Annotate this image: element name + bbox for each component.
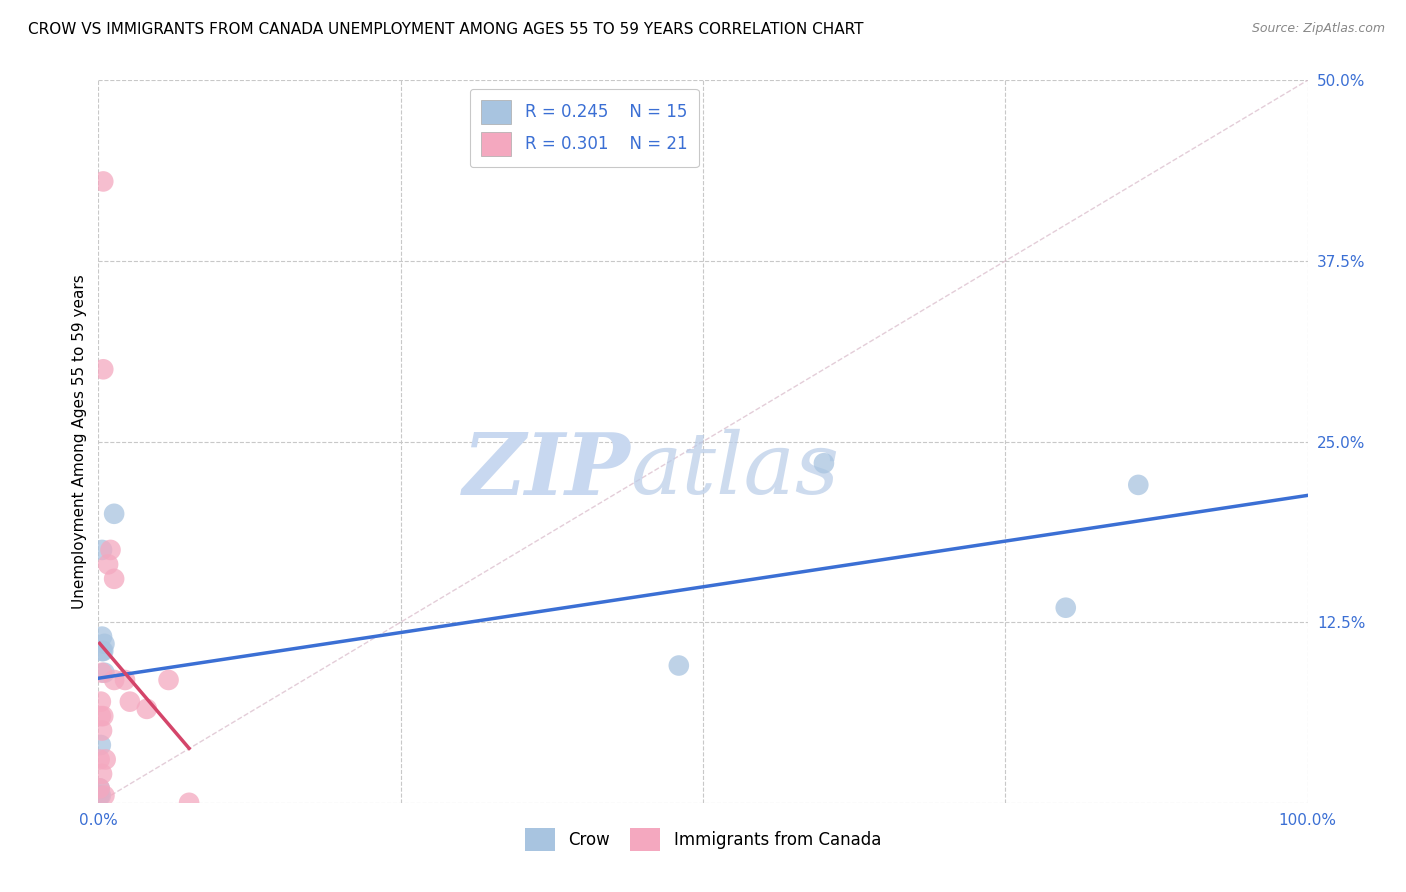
Point xyxy=(813,456,835,470)
Point xyxy=(118,695,141,709)
Point xyxy=(157,673,180,687)
Point xyxy=(89,789,111,803)
Point xyxy=(135,702,157,716)
Point xyxy=(91,767,114,781)
Point xyxy=(668,658,690,673)
Point xyxy=(91,665,114,680)
Point xyxy=(91,709,114,723)
Text: Source: ZipAtlas.com: Source: ZipAtlas.com xyxy=(1251,22,1385,36)
Point xyxy=(93,665,115,680)
Point xyxy=(1128,478,1150,492)
Point xyxy=(100,542,122,557)
Point xyxy=(91,723,114,738)
Point xyxy=(89,752,111,766)
Point xyxy=(89,781,111,796)
Point xyxy=(91,542,114,557)
Point xyxy=(103,673,125,687)
Point xyxy=(91,362,114,376)
Point xyxy=(89,781,111,796)
Point xyxy=(1054,600,1077,615)
Point xyxy=(91,630,114,644)
Point xyxy=(93,637,115,651)
Point xyxy=(103,507,125,521)
Y-axis label: Unemployment Among Ages 55 to 59 years: Unemployment Among Ages 55 to 59 years xyxy=(72,274,87,609)
Point xyxy=(114,673,136,687)
Point xyxy=(90,709,112,723)
Point xyxy=(179,796,201,810)
Point xyxy=(94,752,117,766)
Point xyxy=(90,695,112,709)
Legend: Crow, Immigrants from Canada: Crow, Immigrants from Canada xyxy=(517,819,889,860)
Point xyxy=(90,789,112,803)
Point xyxy=(90,738,112,752)
Point xyxy=(91,644,114,658)
Text: ZIP: ZIP xyxy=(463,429,630,512)
Point xyxy=(91,174,114,188)
Text: CROW VS IMMIGRANTS FROM CANADA UNEMPLOYMENT AMONG AGES 55 TO 59 YEARS CORRELATIO: CROW VS IMMIGRANTS FROM CANADA UNEMPLOYM… xyxy=(28,22,863,37)
Text: atlas: atlas xyxy=(630,429,839,512)
Point xyxy=(103,572,125,586)
Point xyxy=(97,558,120,572)
Point xyxy=(91,644,114,658)
Point xyxy=(93,789,115,803)
